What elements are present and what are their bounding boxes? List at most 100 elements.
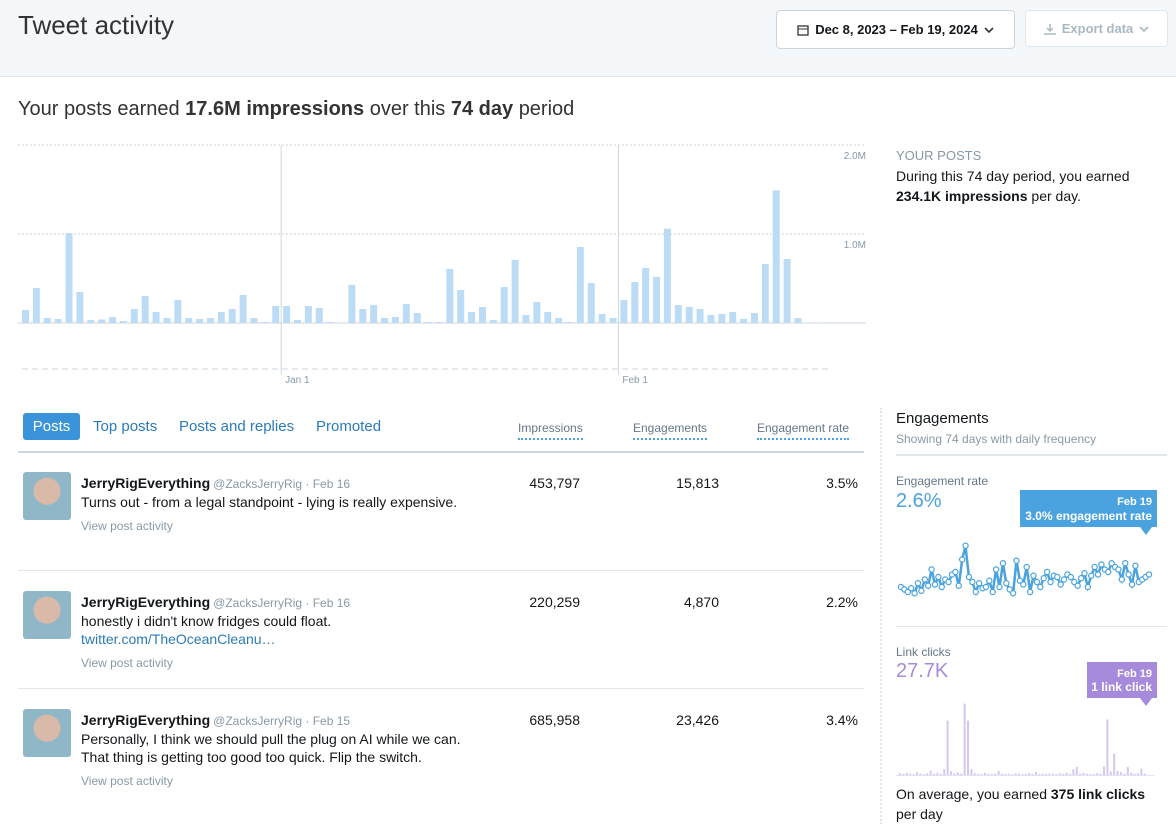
point bbox=[926, 583, 931, 588]
bar bbox=[196, 319, 203, 323]
bar bbox=[1035, 772, 1037, 775]
point bbox=[990, 589, 995, 594]
engagements-subtitle: Showing 74 days with daily frequency bbox=[896, 432, 1096, 446]
tab-active[interactable]: Posts bbox=[23, 413, 80, 440]
point bbox=[953, 569, 958, 574]
tab[interactable]: Top posts bbox=[93, 418, 157, 435]
bar bbox=[994, 774, 996, 775]
point bbox=[1119, 577, 1124, 582]
bar bbox=[294, 320, 301, 323]
point bbox=[966, 574, 971, 579]
post-activity-link[interactable]: View post activity bbox=[81, 654, 466, 672]
point bbox=[1000, 561, 1005, 566]
bar bbox=[512, 260, 519, 323]
summary-text: over this bbox=[370, 98, 446, 120]
bar bbox=[642, 268, 649, 323]
bar bbox=[1096, 773, 1098, 775]
bar bbox=[686, 307, 693, 323]
post-link[interactable]: twitter.com/TheOceanCleanu… bbox=[81, 630, 466, 648]
tooltip-text: 3.0% engagement rate bbox=[1025, 509, 1152, 523]
link-summary-text: On average, you earned bbox=[896, 786, 1047, 802]
bar bbox=[381, 318, 388, 323]
point bbox=[963, 543, 968, 548]
bar bbox=[1059, 773, 1061, 775]
bar bbox=[947, 721, 949, 775]
bar bbox=[675, 305, 682, 323]
column-header[interactable]: Engagement rate bbox=[757, 421, 849, 440]
bar bbox=[987, 774, 989, 775]
bar bbox=[998, 771, 1000, 775]
column-header[interactable]: Engagements bbox=[633, 421, 707, 440]
post-row: JerryRigEverything@ZacksJerryRig · Feb 1… bbox=[18, 570, 864, 688]
bar bbox=[664, 229, 671, 323]
bar bbox=[950, 771, 952, 775]
point bbox=[946, 579, 951, 584]
bar bbox=[1089, 774, 1091, 775]
bar bbox=[1052, 774, 1054, 775]
bar bbox=[1123, 774, 1125, 775]
bar bbox=[403, 304, 410, 323]
bar bbox=[316, 308, 323, 323]
avatar bbox=[23, 472, 71, 520]
author-name: JerryRigEverything bbox=[81, 712, 210, 728]
point bbox=[1004, 581, 1009, 586]
y-tick-label: 2.0M bbox=[844, 151, 866, 162]
point bbox=[1078, 576, 1083, 581]
bar bbox=[970, 769, 972, 775]
chart-title: Link clicks bbox=[896, 645, 951, 659]
bar bbox=[1001, 774, 1003, 775]
bar bbox=[964, 704, 966, 775]
bar bbox=[153, 312, 160, 323]
bar bbox=[348, 285, 355, 323]
export-label: Export data bbox=[1062, 21, 1134, 36]
engagement-rate: 3.5% bbox=[738, 474, 858, 492]
summary-impressions: 17.6M impressions bbox=[185, 98, 364, 120]
chevron-icon bbox=[984, 26, 994, 34]
bar bbox=[1076, 767, 1078, 775]
date-range-button[interactable]: Dec 8, 2023 – Feb 19, 2024 bbox=[776, 10, 1015, 49]
panel-text: per day. bbox=[1031, 188, 1081, 204]
point bbox=[1129, 582, 1134, 587]
download-icon bbox=[1044, 23, 1056, 35]
bar bbox=[76, 292, 83, 323]
column-header[interactable]: Impressions bbox=[518, 421, 583, 440]
bar bbox=[305, 306, 312, 323]
bar bbox=[926, 773, 928, 775]
bar bbox=[272, 306, 279, 323]
summary-period: 74 day bbox=[451, 98, 513, 120]
bar bbox=[1086, 774, 1088, 775]
bar bbox=[1042, 774, 1044, 775]
bar bbox=[250, 318, 257, 323]
bar bbox=[909, 774, 911, 775]
bar bbox=[1028, 773, 1030, 775]
bar bbox=[283, 306, 290, 323]
point bbox=[1038, 584, 1043, 589]
bar bbox=[87, 320, 94, 323]
post-activity-link[interactable]: View post activity bbox=[81, 517, 466, 535]
bar bbox=[1018, 774, 1020, 775]
bar bbox=[555, 318, 562, 323]
point bbox=[977, 581, 982, 586]
x-tick-label: Feb 1 bbox=[622, 375, 648, 386]
tab[interactable]: Promoted bbox=[316, 418, 381, 435]
tab[interactable]: Posts and replies bbox=[179, 418, 294, 435]
bar bbox=[1137, 773, 1139, 775]
bar bbox=[1045, 774, 1047, 775]
point bbox=[909, 586, 914, 591]
export-button[interactable]: Export data bbox=[1025, 10, 1168, 47]
bar bbox=[784, 259, 791, 323]
post-activity-link[interactable]: View post activity bbox=[81, 772, 466, 790]
bar bbox=[414, 313, 421, 323]
bar bbox=[943, 769, 945, 775]
sidebar-rule bbox=[896, 454, 1167, 456]
bar bbox=[930, 771, 932, 775]
bar bbox=[729, 312, 736, 323]
bar bbox=[967, 721, 969, 775]
point bbox=[1095, 572, 1100, 577]
bar bbox=[906, 773, 908, 775]
tooltip-text: 1 link click bbox=[1091, 680, 1152, 694]
point bbox=[912, 591, 917, 596]
summary: Your posts earned 17.6M impressions over… bbox=[18, 98, 574, 121]
point bbox=[1092, 564, 1097, 569]
bar bbox=[902, 774, 904, 775]
